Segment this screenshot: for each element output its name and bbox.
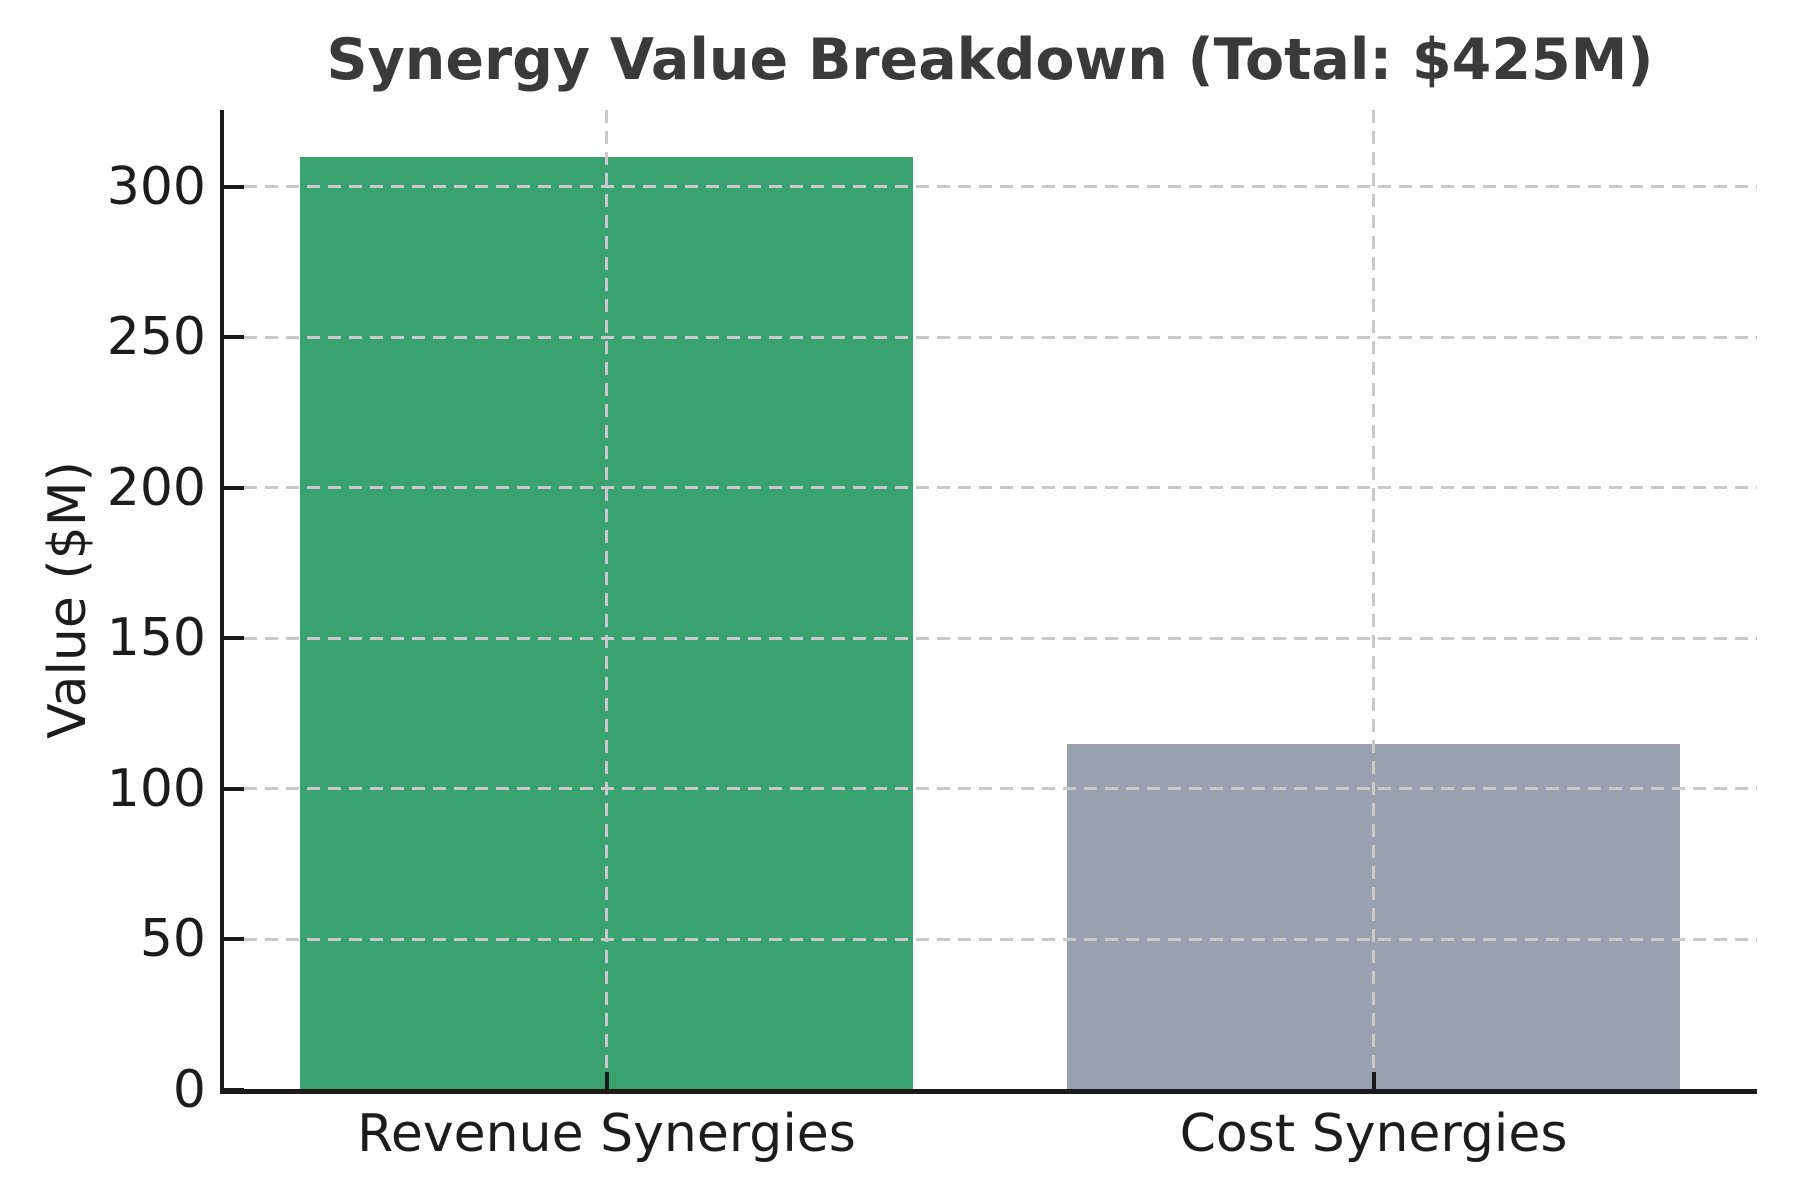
gridline-y-150 — [223, 636, 1757, 640]
y-tick-label-50: 50 — [139, 909, 206, 970]
x-tick-revenue-synergies — [604, 1072, 609, 1090]
x-axis-spine — [220, 1089, 1757, 1094]
y-tick-50 — [224, 937, 244, 942]
y-tick-label-0: 0 — [172, 1060, 206, 1120]
y-tick-label-200: 200 — [106, 457, 206, 518]
y-axis-spine — [220, 110, 224, 1094]
y-tick-100 — [224, 786, 244, 791]
gridline-x-cost-synergies — [1372, 110, 1375, 1090]
y-tick-label-150: 150 — [106, 608, 206, 669]
gridline-y-50 — [223, 937, 1757, 941]
y-tick-label-250: 250 — [106, 307, 206, 368]
chart-title: Synergy Value Breakdown (Total: $425M) — [326, 27, 1654, 93]
y-tick-0 — [224, 1088, 244, 1092]
y-tick-150 — [224, 636, 244, 641]
y-tick-300 — [224, 184, 244, 189]
gridline-y-300 — [223, 185, 1757, 189]
gridline-y-100 — [223, 787, 1757, 791]
x-tick-label-cost-synergies: Cost Synergies — [1179, 1104, 1568, 1164]
y-tick-200 — [224, 485, 244, 490]
y-tick-label-100: 100 — [106, 758, 206, 819]
x-tick-cost-synergies — [1371, 1072, 1376, 1090]
x-tick-label-revenue-synergies: Revenue Synergies — [357, 1104, 856, 1164]
y-tick-label-300: 300 — [106, 156, 206, 217]
gridline-x-revenue-synergies — [605, 110, 608, 1090]
gridline-y-250 — [223, 335, 1757, 339]
gridline-y-200 — [223, 486, 1757, 490]
y-tick-250 — [224, 335, 244, 340]
